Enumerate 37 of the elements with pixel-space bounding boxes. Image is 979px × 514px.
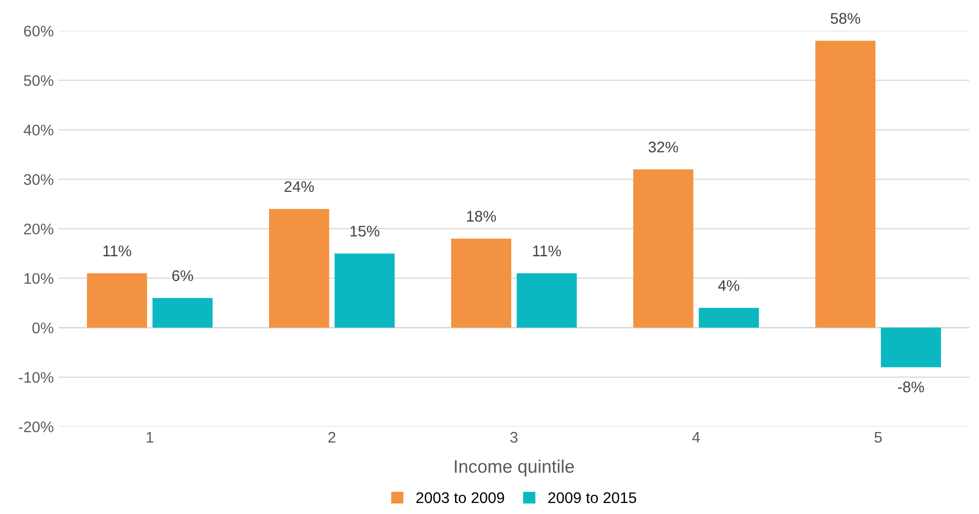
legend-label: 2003 to 2009 bbox=[416, 492, 504, 504]
y-tick-label: 20% bbox=[24, 224, 54, 234]
y-tick-label: 50% bbox=[24, 75, 54, 86]
x-tick-label: 2 bbox=[328, 432, 336, 443]
bar bbox=[633, 169, 694, 328]
x-axis-title: Income quintile bbox=[454, 460, 574, 476]
data-label: 4% bbox=[718, 280, 740, 291]
x-tick-label: 4 bbox=[692, 432, 700, 443]
y-tick-label: 40% bbox=[24, 124, 54, 136]
data-label: 6% bbox=[172, 270, 194, 282]
legend-label: 2009 to 2015 bbox=[548, 492, 636, 504]
x-tick-label: 3 bbox=[510, 432, 518, 443]
bar bbox=[516, 273, 577, 328]
data-label: 32% bbox=[648, 142, 678, 152]
y-tick-label: 30% bbox=[24, 174, 54, 185]
bar bbox=[880, 328, 941, 368]
data-label: 11% bbox=[103, 246, 132, 256]
data-label: 24% bbox=[284, 181, 314, 192]
bar bbox=[152, 298, 213, 328]
bar bbox=[451, 238, 512, 328]
data-label: 11% bbox=[533, 246, 561, 256]
bar bbox=[334, 253, 395, 328]
data-label: 18% bbox=[467, 210, 496, 222]
y-tick-label: -10% bbox=[18, 372, 54, 383]
y-tick-label: -20% bbox=[18, 421, 54, 432]
data-label: -8% bbox=[898, 382, 924, 392]
data-label: 15% bbox=[350, 226, 380, 237]
x-tick-label: 5 bbox=[874, 432, 882, 443]
y-tick-label: 10% bbox=[24, 273, 54, 284]
bar bbox=[815, 40, 876, 328]
bar bbox=[86, 273, 148, 328]
bar bbox=[269, 208, 330, 328]
y-tick-label: 60% bbox=[24, 26, 54, 37]
x-tick-label: 1 bbox=[146, 432, 154, 443]
y-tick-label: 0% bbox=[32, 322, 54, 334]
bar bbox=[698, 308, 759, 328]
data-label: 58% bbox=[830, 13, 860, 24]
